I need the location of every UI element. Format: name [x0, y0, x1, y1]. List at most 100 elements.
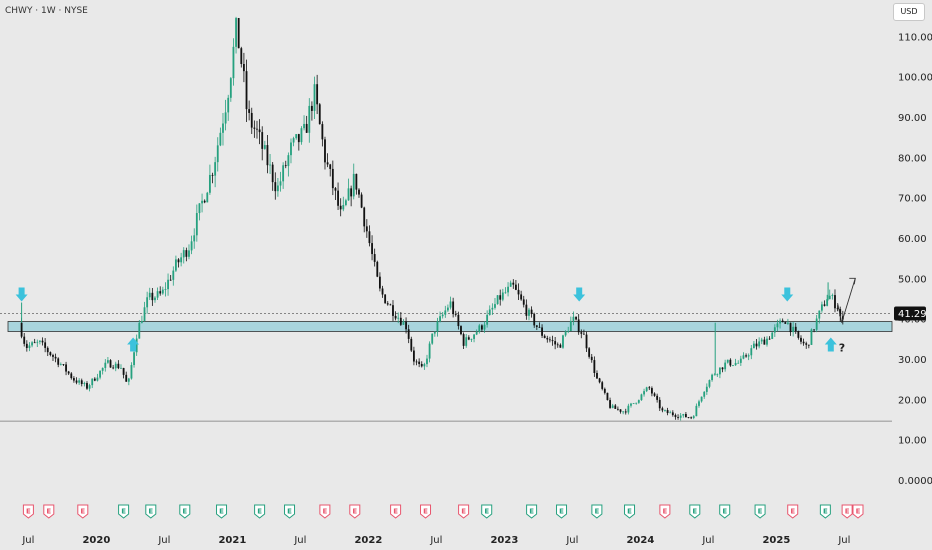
candle-body — [229, 78, 232, 98]
candle — [572, 311, 575, 326]
earnings-marker[interactable]: E — [319, 504, 331, 519]
earnings-marker[interactable]: E — [591, 504, 603, 519]
candle — [389, 303, 392, 306]
candle-body — [177, 259, 180, 263]
earnings-marker[interactable]: E — [526, 504, 538, 519]
candle-body — [271, 164, 274, 183]
x-tick-label: Jul — [837, 535, 850, 546]
candle — [834, 289, 836, 313]
earnings-label: E — [856, 508, 861, 516]
candle — [813, 329, 815, 333]
y-tick-label: 70.00 — [898, 194, 927, 205]
candle-body — [321, 124, 324, 140]
candle-body — [616, 408, 619, 410]
candle-body — [823, 304, 826, 306]
earnings-marker[interactable]: E — [420, 504, 432, 519]
candle-body — [501, 292, 504, 300]
candle — [261, 126, 264, 161]
earnings-marker[interactable]: E — [458, 504, 470, 519]
candle-body — [504, 292, 507, 294]
candle — [569, 316, 572, 332]
candle-body — [169, 279, 172, 281]
candle-body — [575, 316, 577, 320]
candle-body — [773, 327, 776, 333]
candle — [486, 310, 489, 328]
candle-body — [758, 341, 761, 347]
candle-body — [499, 295, 502, 300]
earnings-marker[interactable]: E — [556, 504, 568, 519]
candle-body — [72, 378, 75, 381]
candle-body — [420, 364, 423, 367]
earnings-badge-icon — [216, 504, 228, 519]
candle — [666, 407, 669, 416]
candle — [88, 383, 91, 392]
earnings-marker[interactable]: E — [77, 504, 89, 519]
earnings-badge-icon — [591, 504, 603, 519]
earnings-marker[interactable]: E — [852, 504, 864, 519]
earnings-marker[interactable]: E — [284, 504, 296, 519]
earnings-marker[interactable]: E — [754, 504, 766, 519]
earnings-marker[interactable]: E — [254, 504, 266, 519]
candle-body — [737, 362, 740, 364]
candle — [428, 341, 431, 363]
candle-body — [80, 380, 83, 385]
candle-body — [38, 340, 41, 342]
earnings-marker[interactable]: E — [819, 504, 831, 519]
candle — [674, 413, 677, 420]
candle-body — [517, 289, 520, 295]
candle — [588, 346, 591, 359]
earnings-marker[interactable]: E — [118, 504, 130, 519]
candle — [554, 337, 557, 350]
candle-body — [713, 374, 716, 376]
candle-body — [569, 320, 572, 331]
candle-body — [763, 339, 766, 345]
earnings-marker[interactable]: E — [349, 504, 361, 519]
candle-body — [446, 307, 449, 311]
earnings-marker[interactable]: E — [659, 504, 671, 519]
candle-body — [203, 200, 206, 203]
candle — [797, 330, 800, 340]
candle-body — [245, 71, 248, 110]
candle — [49, 351, 52, 357]
x-tick-label: Jul — [21, 535, 34, 546]
candle — [494, 298, 496, 310]
earnings-marker[interactable]: E — [43, 504, 55, 519]
candle-body — [630, 403, 632, 406]
earnings-marker[interactable]: E — [145, 504, 157, 519]
candle-body — [88, 385, 91, 389]
candle-body — [747, 355, 750, 357]
candle — [556, 342, 559, 348]
candle-body — [700, 396, 703, 402]
candle-body — [368, 231, 371, 244]
candle-body — [556, 344, 559, 346]
candle-body — [219, 132, 222, 146]
candle — [392, 300, 394, 322]
x-tick-label: 2020 — [82, 535, 110, 546]
earnings-marker[interactable]: E — [787, 504, 799, 519]
candle — [316, 74, 319, 115]
candle — [737, 360, 740, 364]
earnings-marker[interactable]: E — [481, 504, 493, 519]
candle — [106, 356, 109, 364]
earnings-marker[interactable]: E — [719, 504, 731, 519]
earnings-marker[interactable]: E — [179, 504, 191, 519]
earnings-marker[interactable]: E — [22, 504, 34, 519]
earnings-marker[interactable]: E — [624, 504, 636, 519]
earnings-marker[interactable]: E — [841, 504, 853, 519]
currency-button[interactable]: USD — [893, 3, 925, 21]
candle — [271, 162, 274, 191]
candle — [650, 386, 653, 397]
candle — [211, 172, 214, 184]
earnings-marker[interactable]: E — [390, 504, 402, 519]
candle-body — [266, 145, 269, 166]
candle — [127, 377, 130, 386]
candle — [732, 365, 734, 367]
candle — [125, 371, 128, 382]
candle-body — [33, 342, 36, 344]
earnings-marker[interactable]: E — [689, 504, 701, 519]
candle-body — [653, 393, 656, 396]
candle-body — [52, 355, 54, 357]
candle — [201, 193, 203, 213]
earnings-marker[interactable]: E — [216, 504, 228, 519]
